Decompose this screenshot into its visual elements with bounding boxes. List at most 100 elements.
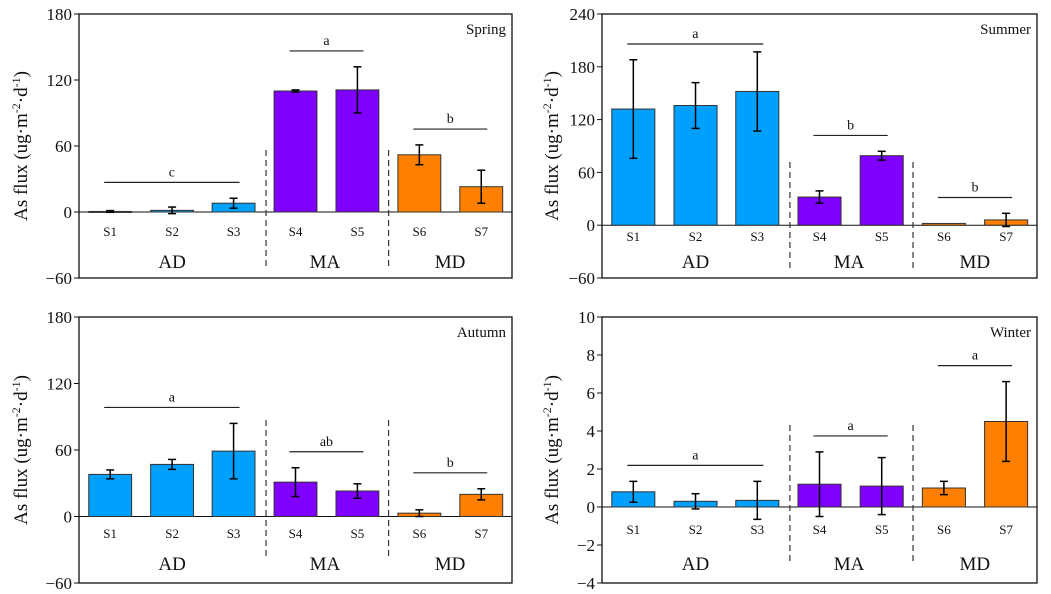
y-axis-label-superscript: -2 [540, 103, 554, 113]
y-tick-label: 240 [570, 5, 596, 24]
panel-spring: −60 0 60 120 180 As flux (ug·m-2·d-1) Spring S1… [9, 5, 513, 288]
significance-letter: b [972, 180, 979, 195]
y-tick-label: 4 [587, 422, 596, 441]
panel-winter: −4 −2 0 2 4 6 8 10 As flux (ug·m-2·d-1) Winter S1 S… [540, 308, 1038, 593]
category-label: S2 [165, 224, 179, 239]
y-tick-label: −2 [577, 536, 595, 555]
group-label: MA [834, 252, 865, 273]
y-tick-label: 0 [64, 203, 73, 222]
significance-letter: a [972, 349, 979, 364]
category-label: S4 [813, 229, 827, 244]
category-label: S5 [351, 526, 365, 541]
plot-frame [601, 13, 1038, 279]
bar-s4 [273, 90, 318, 213]
bar-s6 [921, 222, 966, 226]
panel-autumn: −60 0 60 120 180 As flux (ug·m-2·d-1) Autumn S1… [9, 308, 513, 593]
y-axis-label-part: ) [542, 375, 563, 381]
group-label: AD [682, 554, 709, 575]
y-tick-label: 60 [578, 163, 595, 182]
category-label: S3 [750, 229, 764, 244]
y-axis-label-superscript: -1 [9, 381, 23, 391]
bar-s2 [150, 463, 195, 517]
significance-letter: a [847, 419, 854, 434]
group-label: AD [158, 554, 185, 575]
group-label: MD [959, 554, 990, 575]
category-label: S1 [626, 229, 640, 244]
significance-letter: c [169, 165, 175, 180]
group-label: MD [959, 252, 990, 273]
category-label: S7 [999, 229, 1013, 244]
significance-letter: a [323, 34, 330, 49]
category-label: S1 [103, 224, 117, 239]
category-label: S1 [103, 526, 117, 541]
panel-summer: −60 0 60 120 180 240 As flux (ug·m-2·d-1) Summe… [540, 5, 1038, 288]
y-axis-label-superscript: -1 [9, 77, 23, 87]
y-axis-label-part: ·d [542, 391, 563, 407]
y-tick-label: 6 [587, 384, 596, 403]
season-label: Spring [466, 22, 507, 38]
season-label: Winter [990, 325, 1031, 341]
category-label: S6 [412, 224, 426, 239]
y-axis-label-superscript: -1 [540, 77, 554, 87]
season-label: Autumn [457, 325, 507, 341]
y-tick-label: 60 [55, 137, 72, 156]
group-label: MD [435, 252, 466, 273]
y-tick-label: 10 [578, 308, 595, 327]
y-tick-label: 2 [587, 460, 596, 479]
y-axis-label-superscript: -2 [9, 407, 23, 417]
season-label: Summer [980, 22, 1031, 38]
category-label: S7 [999, 522, 1013, 537]
significance-letter: b [847, 118, 854, 133]
significance-letter: b [447, 456, 454, 471]
category-label: S3 [750, 522, 764, 537]
y-tick-label: −4 [577, 574, 596, 593]
plot-frame [78, 316, 513, 584]
significance-letter: a [692, 448, 699, 463]
significance-letter: b [447, 112, 454, 127]
group-label: AD [158, 252, 185, 273]
y-axis-label-part: As flux (ug·m [542, 113, 563, 221]
group-label: MA [310, 252, 341, 273]
y-tick-label: 8 [587, 346, 596, 365]
category-label: S2 [689, 229, 703, 244]
y-tick-label: −60 [45, 574, 72, 593]
y-axis-label: As flux (ug·m-2·d-1) [540, 71, 563, 221]
y-axis-label-part: ·d [542, 87, 563, 103]
category-label: S4 [813, 522, 827, 537]
y-tick-label: 120 [570, 111, 596, 130]
category-label: S1 [626, 522, 640, 537]
category-label: S4 [289, 526, 303, 541]
y-tick-label: 180 [47, 308, 73, 327]
y-axis-label-part: ·d [11, 391, 32, 407]
group-label: MA [310, 554, 341, 575]
bar-s5 [859, 155, 904, 226]
y-axis-label-part: As flux (ug·m [11, 113, 32, 221]
y-tick-label: 180 [570, 58, 596, 77]
y-tick-label: 0 [587, 216, 596, 235]
category-label: S6 [937, 229, 951, 244]
significance-letter: a [692, 27, 699, 42]
y-axis-label: As flux (ug·m-2·d-1) [9, 375, 32, 525]
category-label: S3 [227, 224, 241, 239]
y-tick-label: 0 [587, 498, 596, 517]
y-axis-label-superscript: -2 [9, 103, 23, 113]
y-tick-label: −60 [45, 269, 72, 288]
category-label: S6 [412, 526, 426, 541]
y-tick-label: 180 [47, 5, 73, 24]
plot-frame [601, 316, 1038, 584]
y-axis-label-part: ) [11, 375, 32, 381]
group-label: MD [435, 554, 466, 575]
category-label: S7 [474, 526, 488, 541]
y-axis-label-superscript: -1 [540, 381, 554, 391]
y-axis-label-part: As flux (ug·m [11, 417, 32, 525]
category-label: S4 [289, 224, 303, 239]
y-axis-label: As flux (ug·m-2·d-1) [540, 375, 563, 525]
category-label: S5 [875, 522, 889, 537]
category-label: S5 [351, 224, 365, 239]
bar-s1 [88, 473, 133, 517]
group-label: MA [834, 554, 865, 575]
y-axis-label-part: ·d [11, 87, 32, 103]
y-tick-label: 120 [47, 71, 73, 90]
y-tick-label: 0 [64, 508, 73, 527]
